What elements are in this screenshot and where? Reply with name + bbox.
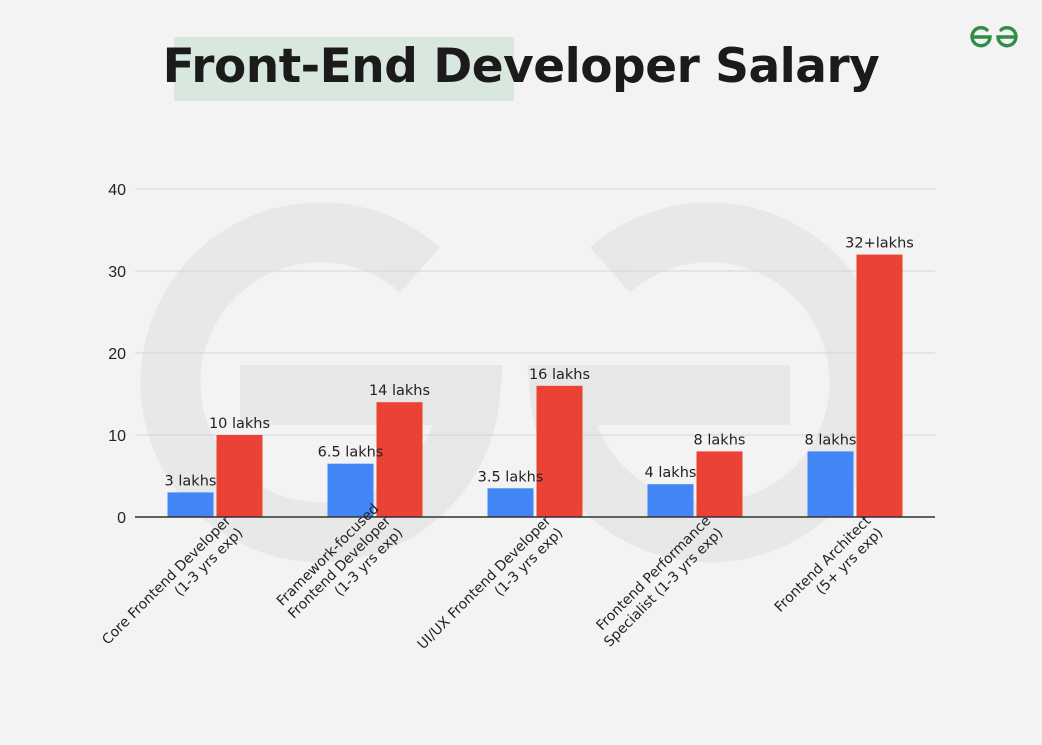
data-label: 3.5 lakhs — [478, 469, 544, 485]
bar-high-2 — [536, 385, 583, 517]
data-labels: 3 lakhs 10 lakhs 6.5 lakhs 14 lakhs 3.5 lakh… — [165, 236, 914, 490]
y-tick-label: 30 — [108, 264, 126, 281]
bar-low-2 — [487, 488, 534, 517]
bar-low-3 — [647, 484, 694, 517]
data-label: 4 lakhs — [645, 465, 697, 481]
bar-low-1 — [327, 463, 374, 517]
data-label: 6.5 lakhs — [318, 445, 384, 461]
y-axis-ticks: 0 10 20 30 40 — [108, 182, 126, 527]
watermark — [140, 202, 890, 563]
bar-low-0 — [167, 492, 214, 517]
bar-low-4 — [807, 451, 854, 517]
data-label: 32+lakhs — [845, 236, 914, 252]
category-label-0: Core Frontend Developer(1-3 yrs exp) — [99, 513, 246, 648]
y-tick-label: 0 — [117, 510, 126, 527]
data-label: 10 lakhs — [209, 416, 270, 432]
category-label-line: Core Frontend Developer — [99, 513, 234, 648]
data-label: 8 lakhs — [805, 432, 857, 448]
category-label-line: UI/UX Frontend Developer — [415, 513, 555, 653]
gfg-logo-icon — [970, 26, 1018, 48]
y-tick-label: 40 — [108, 182, 126, 199]
category-label-2: UI/UX Frontend Developer(1-3 yrs exp) — [415, 513, 567, 653]
gridlines — [135, 188, 935, 436]
chart-title: Front-End Developer Salary — [162, 39, 880, 94]
bar-high-1 — [376, 402, 423, 517]
y-tick-label: 10 — [108, 428, 126, 445]
bar-high-4 — [856, 254, 903, 517]
title-highlight-band — [174, 37, 514, 101]
data-label: 3 lakhs — [165, 473, 217, 489]
y-tick-label: 20 — [108, 346, 126, 363]
data-label: 16 lakhs — [529, 367, 590, 383]
bar-high-3 — [696, 451, 743, 517]
data-label: 8 lakhs — [694, 432, 746, 448]
bar-high-0 — [216, 435, 263, 517]
bars — [167, 254, 903, 517]
data-label: 14 lakhs — [369, 383, 430, 399]
